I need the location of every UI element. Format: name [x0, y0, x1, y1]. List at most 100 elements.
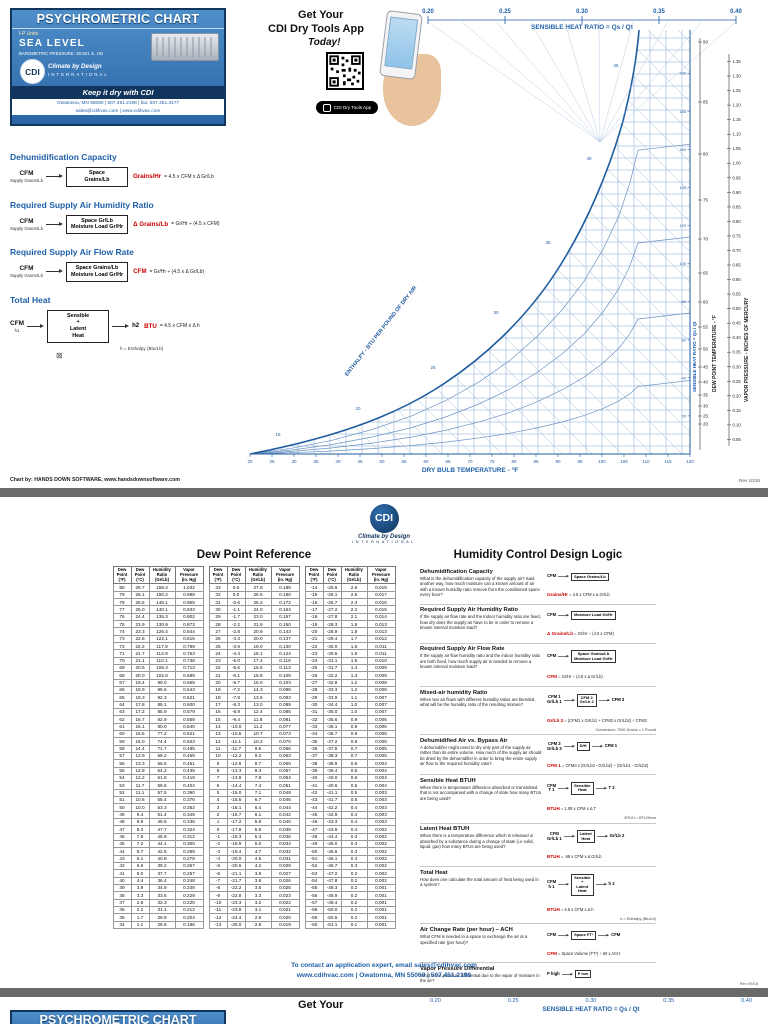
- table-cell: 37.7: [148, 869, 176, 878]
- table-cell: 74.4: [148, 737, 176, 746]
- table-cell: 0.6: [340, 773, 368, 783]
- table-cell: -46.7: [322, 861, 342, 871]
- table-cell: 0.8: [340, 730, 368, 739]
- table-row: -54 -47.8 0.2 0.002: [304, 876, 396, 885]
- arrow-icon: [558, 786, 570, 791]
- table-cell: 0.3: [340, 861, 368, 871]
- table-row: -38 -38.9 0.6 0.004: [304, 759, 396, 768]
- table-row: 29 -1.7 23.0 0.157: [208, 612, 300, 622]
- table-cell: 13.9: [130, 752, 150, 761]
- chart-credit: Chart by: HANDS DOWN SOFTWARE, www.hands…: [10, 477, 180, 483]
- table-cell: 68: [112, 671, 132, 680]
- brand-international: INTERNATIONAL: [48, 72, 109, 77]
- page-2-reference: CDI Climate by Design INTERNATIONAL Dew …: [0, 497, 768, 988]
- table-cell: 7.8: [130, 832, 150, 841]
- table-cell: 0.902: [174, 612, 204, 622]
- table-cell: 0.054: [270, 773, 300, 783]
- table-cell: 34.9: [148, 883, 176, 893]
- table-cell: 0.007: [366, 693, 396, 702]
- table-cell: 15: [208, 715, 228, 724]
- table-header-cell: Dew Point (°C): [130, 565, 150, 585]
- table-header-cell: Dew Point (°C): [322, 565, 342, 585]
- table-cell: 21.7: [130, 649, 150, 658]
- table-cell: 21.1: [130, 656, 150, 666]
- table-cell: 0.143: [270, 627, 300, 636]
- table-cell: 0.816: [174, 634, 204, 644]
- table-cell: 3.9: [130, 883, 150, 893]
- table-cell: 102.6: [148, 671, 176, 680]
- table-row: 45 7.2 44.1 0.300: [112, 839, 204, 849]
- table-cell: 39.2: [148, 861, 176, 871]
- table-cell: 17.2: [130, 708, 150, 717]
- dew-point-table: Dew Point (°F) Dew Point (°C) Humidity Rat…: [112, 565, 204, 929]
- table-cell: 0.559: [174, 715, 204, 724]
- logic-flow: CFM 3 Gr/Lb 3 D/H CFM 1: [547, 741, 656, 752]
- table-cell: 0.349: [174, 810, 204, 820]
- logic-item: Air Change Rate (per hour) – ACH What CFM…: [420, 923, 656, 962]
- table-cell: -54: [304, 876, 324, 885]
- table-cell: 0.196: [174, 920, 204, 929]
- svg-text:45: 45: [613, 63, 619, 68]
- formula-eq: = Space Volume (FT³) ÷ 60 x ACH: [556, 950, 621, 956]
- table-cell: -21.1: [226, 869, 246, 878]
- table-cell: 0.040: [270, 817, 300, 827]
- table-cell: -0.6: [226, 598, 246, 607]
- svg-text:60: 60: [703, 300, 708, 305]
- table-cell: 75: [112, 620, 132, 629]
- table-cell: 122.1: [148, 634, 176, 644]
- svg-text:65: 65: [445, 459, 451, 464]
- table-cell: -41.7: [322, 795, 342, 805]
- table-cell: -38: [304, 759, 324, 768]
- table-row: 24 -4.4 18.1 0.124: [208, 649, 300, 658]
- table-cell: 0.789: [174, 642, 204, 651]
- table-cell: 0.621: [174, 693, 204, 702]
- table-cell: 0.027: [270, 869, 300, 878]
- svg-text:25: 25: [703, 414, 708, 419]
- table-cell: 130.9: [148, 620, 176, 629]
- contact-email-line[interactable]: To contact an application expert, email …: [291, 961, 477, 969]
- table-cell: -37: [304, 752, 324, 761]
- svg-text:20: 20: [703, 422, 708, 427]
- contact-address-line[interactable]: www.cdihvac.com | Owatonna, MN 55060 | 5…: [296, 971, 472, 979]
- table-cell: 3.3: [244, 891, 272, 900]
- svg-text:30: 30: [493, 310, 499, 315]
- table-cell: -56: [304, 891, 324, 900]
- app-store-badge[interactable]: CDI Dry Tools App: [316, 101, 378, 114]
- table-cell: 17.8: [130, 700, 150, 710]
- table-row: 63 17.2 85.9 0.579: [112, 708, 204, 717]
- table-row: -28 -33.3 1.2 0.008: [304, 686, 396, 695]
- table-cell: 0.0: [226, 590, 246, 600]
- contact-line-2[interactable]: sales@cdihvac.com | www.cdihvac.com: [75, 108, 161, 114]
- table-cell: -12.2: [226, 752, 246, 761]
- flow-output: CFM 1: [604, 743, 618, 749]
- svg-text:200: 200: [679, 71, 686, 76]
- table-row: -41 -40.6 0.5 0.004: [304, 781, 396, 790]
- table-cell: -44.4: [322, 832, 342, 841]
- table-cell: 1.9: [340, 620, 368, 629]
- table-cell: -50.0: [322, 905, 342, 915]
- logic-diagram: CFM Moisture Load Gr/Hr Δ Grains/Lb = Gr/H…: [547, 607, 656, 640]
- table-cell: 0.002: [366, 839, 396, 849]
- table-cell: -38.3: [322, 752, 342, 761]
- table-row: 6 -14.4 7.4 0.051: [208, 781, 300, 790]
- chart-title: PSYCHROMETRIC CHART: [12, 10, 224, 29]
- table-cell: 146.1: [148, 598, 176, 607]
- table-cell: 0.540: [174, 722, 204, 732]
- table-cell: -5: [208, 861, 228, 871]
- cdi-logo: CDI: [20, 59, 45, 84]
- flow-input: P high: [547, 970, 560, 976]
- table-cell: -25: [304, 664, 324, 673]
- svg-text:140: 140: [679, 185, 686, 190]
- svg-text:30: 30: [703, 404, 708, 409]
- shr-tick: 0.30: [585, 998, 597, 1004]
- table-cell: -7: [208, 876, 228, 885]
- flow-input: CFM Supply Grains/Lb: [10, 218, 43, 231]
- table-cell: 0.3: [340, 839, 368, 849]
- table-header-row: Dew Point (°F) Dew Point (°C) Humidity Rat…: [208, 565, 300, 585]
- table-cell: 47.7: [148, 825, 176, 834]
- logic-formula: BTUH = 1.08 x CFM x Δ T: [547, 797, 656, 815]
- table-header-cell: Humidity Ratio (Gr/Lb): [148, 565, 176, 585]
- table-cell: -45.6: [322, 847, 342, 856]
- table-cell: 24.4: [130, 612, 150, 622]
- table-cell: 45.9: [148, 832, 176, 841]
